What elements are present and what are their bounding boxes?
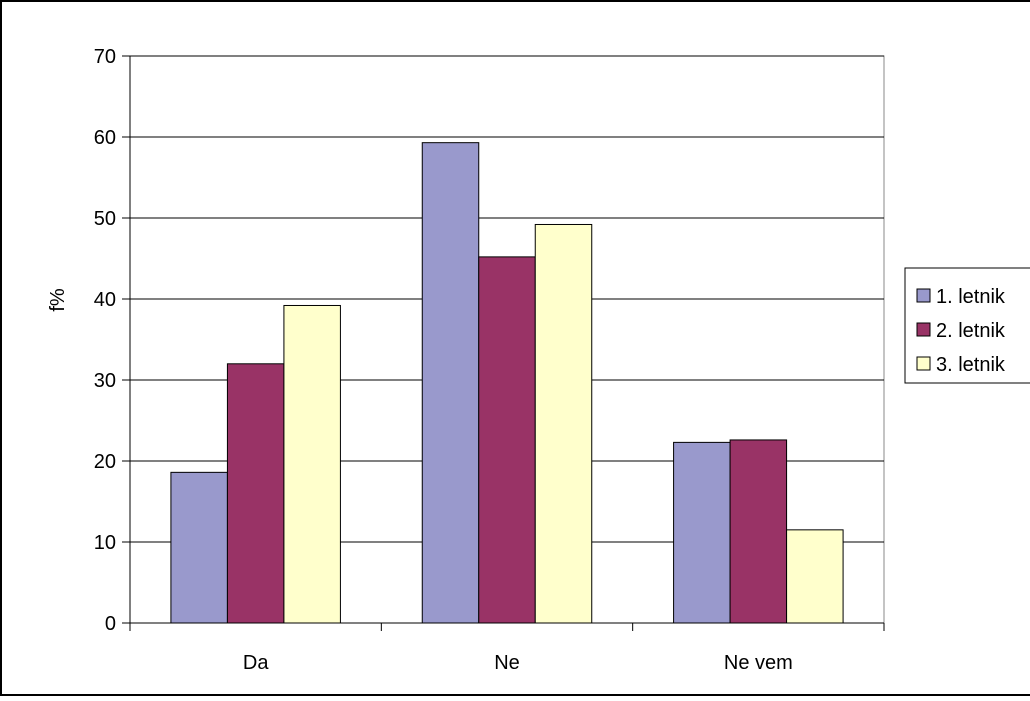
y-tick-label: 10 [94,532,116,554]
y-tick-label: 40 [94,289,116,311]
bars [170,142,844,624]
bar [534,223,593,624]
bar [170,471,228,624]
legend-label: 3. letnik [936,354,1006,376]
x-tick-label: Ne [494,652,520,674]
y-axis-label: f% [47,288,69,312]
x-tick-labels: Da Ne Ne vem [243,652,793,674]
legend-swatch [916,356,931,371]
legend-swatch [916,322,931,337]
bar [673,441,731,624]
legend-label: 2. letnik [936,320,1006,342]
bar [478,256,536,624]
bar [786,529,844,624]
bar [729,439,788,624]
y-tick-label: 50 [94,208,116,230]
legend-label: 1. letnik [936,286,1006,308]
y-tick-label: 30 [94,370,116,392]
legend: 1. letnik 2. letnik 3. letnik [904,267,1030,384]
axes [122,55,885,631]
legend-swatch [916,288,931,303]
y-tick-label: 70 [94,46,116,68]
x-tick-label: Da [243,652,269,674]
y-tick-label: 20 [94,451,116,473]
x-tick-label: Ne vem [724,652,793,674]
bar [226,363,285,624]
y-tick-label: 0 [105,613,116,635]
bar [283,304,341,624]
y-tick-labels: 0 10 20 30 40 50 60 70 [94,46,116,635]
bar [421,142,480,624]
y-tick-label: 60 [94,127,116,149]
